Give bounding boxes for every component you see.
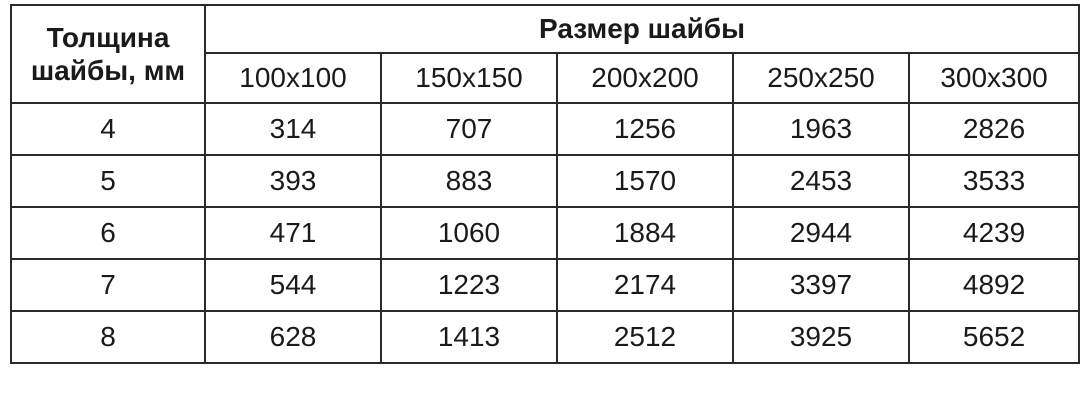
- value-cell: 1884: [556, 206, 734, 260]
- value-cell: 2512: [556, 310, 734, 364]
- value-cell: 883: [380, 154, 558, 208]
- thickness-cell: 5: [10, 154, 206, 208]
- value-cell: 544: [204, 258, 382, 312]
- value-cell: 3925: [732, 310, 910, 364]
- value-cell: 1413: [380, 310, 558, 364]
- thickness-cell: 4: [10, 102, 206, 156]
- value-cell: 1060: [380, 206, 558, 260]
- thickness-header-line2: шайбы, мм: [30, 55, 186, 86]
- header-row-1: Толщина шайбы, мм Размер шайбы: [10, 4, 1081, 104]
- value-cell: 2174: [556, 258, 734, 312]
- value-cell: 1223: [380, 258, 558, 312]
- size-header: Размер шайбы: [203, 4, 1081, 54]
- size-column-header: 150x150: [380, 52, 558, 104]
- size-column-header: 300x300: [907, 52, 1081, 104]
- value-cell: 628: [204, 310, 382, 364]
- value-cell: 1570: [556, 154, 734, 208]
- washer-table: Толщина шайбы, мм Размер шайбы 100x100 1…: [10, 4, 1081, 364]
- size-column-header: 250x250: [732, 52, 910, 104]
- value-cell: 3533: [907, 154, 1081, 208]
- value-cell: 1963: [732, 102, 910, 156]
- thickness-cell: 8: [10, 310, 206, 364]
- value-cell: 4892: [907, 258, 1081, 312]
- size-column-header: 200x200: [556, 52, 734, 104]
- table-row: 8 628 1413 2512 3925 5652: [10, 310, 1081, 364]
- value-cell: 2453: [732, 154, 910, 208]
- thickness-cell: 6: [10, 206, 206, 260]
- value-cell: 393: [204, 154, 382, 208]
- value-cell: 5652: [907, 310, 1081, 364]
- value-cell: 4239: [907, 206, 1081, 260]
- value-cell: 314: [204, 102, 382, 156]
- value-cell: 707: [380, 102, 558, 156]
- header-row-2: 100x100 150x150 200x200 250x250 300x300: [11, 52, 1081, 104]
- size-column-header: 100x100: [204, 52, 382, 104]
- thickness-header-line1: Толщина: [46, 21, 170, 53]
- table-row: 4 314 707 1256 1963 2826: [10, 102, 1081, 156]
- table-row: 6 471 1060 1884 2944 4239: [10, 206, 1081, 260]
- value-cell: 2944: [732, 206, 910, 260]
- value-cell: 3397: [732, 258, 910, 312]
- value-cell: 1256: [556, 102, 734, 156]
- table-row: 5 393 883 1570 2453 3533: [10, 154, 1081, 208]
- value-cell: 471: [204, 206, 382, 260]
- table-row: 7 544 1223 2174 3397 4892: [10, 258, 1081, 312]
- value-cell: 2826: [907, 102, 1081, 156]
- thickness-header: Толщина шайбы, мм: [10, 4, 206, 104]
- thickness-cell: 7: [10, 258, 206, 312]
